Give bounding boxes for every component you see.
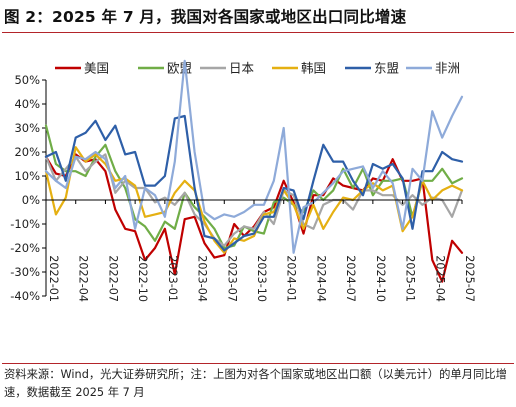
- y-tick-label: 20%: [14, 145, 40, 159]
- x-tick-label: 2023-07: [225, 255, 238, 302]
- x-tick-label: 2023-10: [255, 255, 268, 302]
- source-rule: [2, 363, 514, 364]
- series-line-欧盟: [44, 124, 464, 250]
- series-line-东盟: [44, 114, 464, 252]
- x-tick-label: 2024-07: [344, 255, 357, 302]
- title-rule: [2, 32, 514, 33]
- series-line-非洲: [44, 59, 464, 254]
- legend-label: 韩国: [301, 61, 326, 76]
- legend-label: 日本: [229, 61, 255, 76]
- y-tick-label: -10%: [10, 217, 40, 231]
- x-tick-label: 2022-07: [106, 255, 119, 302]
- y-tick-label: 40%: [14, 97, 40, 111]
- series-line-日本: [44, 153, 464, 247]
- legend-label: 美国: [84, 61, 109, 76]
- x-tick-label: 2024-10: [374, 255, 387, 302]
- y-tick-label: -40%: [10, 289, 40, 303]
- x-tick-label: 2025-01: [404, 255, 417, 302]
- legend-label: 非洲: [435, 61, 460, 76]
- y-tick-label: -30%: [10, 265, 40, 279]
- x-tick-label: 2022-04: [77, 255, 90, 302]
- x-tick-label: 2025-04: [433, 255, 446, 302]
- y-tick-label: 10%: [14, 169, 40, 183]
- figure-title: 图 2：2025 年 7 月，我国对各国家或地区出口同比增速: [4, 8, 407, 26]
- y-tick-label: 0%: [22, 193, 40, 207]
- x-tick-label: 2024-01: [285, 255, 298, 302]
- y-tick-label: 30%: [14, 121, 40, 135]
- x-tick-label: 2023-01: [166, 255, 179, 302]
- source-note: 资料来源：Wind，光大证券研究所；注：上图为对各个国家或地区出口额（以美元计）…: [4, 368, 507, 399]
- legend-label: 东盟: [374, 61, 399, 76]
- x-tick-label: 2023-04: [196, 255, 209, 302]
- line-chart: 美国 欧盟 日本 韩国 东盟 非洲 -40% -30% -20% -10% 0% 10% 20% 30%…: [10, 59, 476, 303]
- x-axis: 2022-01 2022-04 2022-07 2022-10 2023-01 2023-…: [45, 199, 476, 302]
- series-lines: [44, 59, 464, 283]
- x-tick-label: 2022-10: [136, 255, 149, 302]
- chart-legend: 美国 欧盟 日本 韩国 东盟 非洲: [55, 61, 460, 76]
- y-tick-label: 50%: [14, 73, 40, 87]
- series-line-美国: [44, 153, 464, 283]
- y-axis: -40% -30% -20% -10% 0% 10% 20% 30% 40% 50%: [10, 73, 47, 303]
- x-tick-label: 2025-07: [463, 255, 476, 302]
- y-tick-label: -20%: [10, 241, 40, 255]
- legend-label: 欧盟: [167, 61, 192, 76]
- x-tick-label: 2024-04: [314, 255, 327, 302]
- x-tick-label: 2022-01: [47, 255, 60, 302]
